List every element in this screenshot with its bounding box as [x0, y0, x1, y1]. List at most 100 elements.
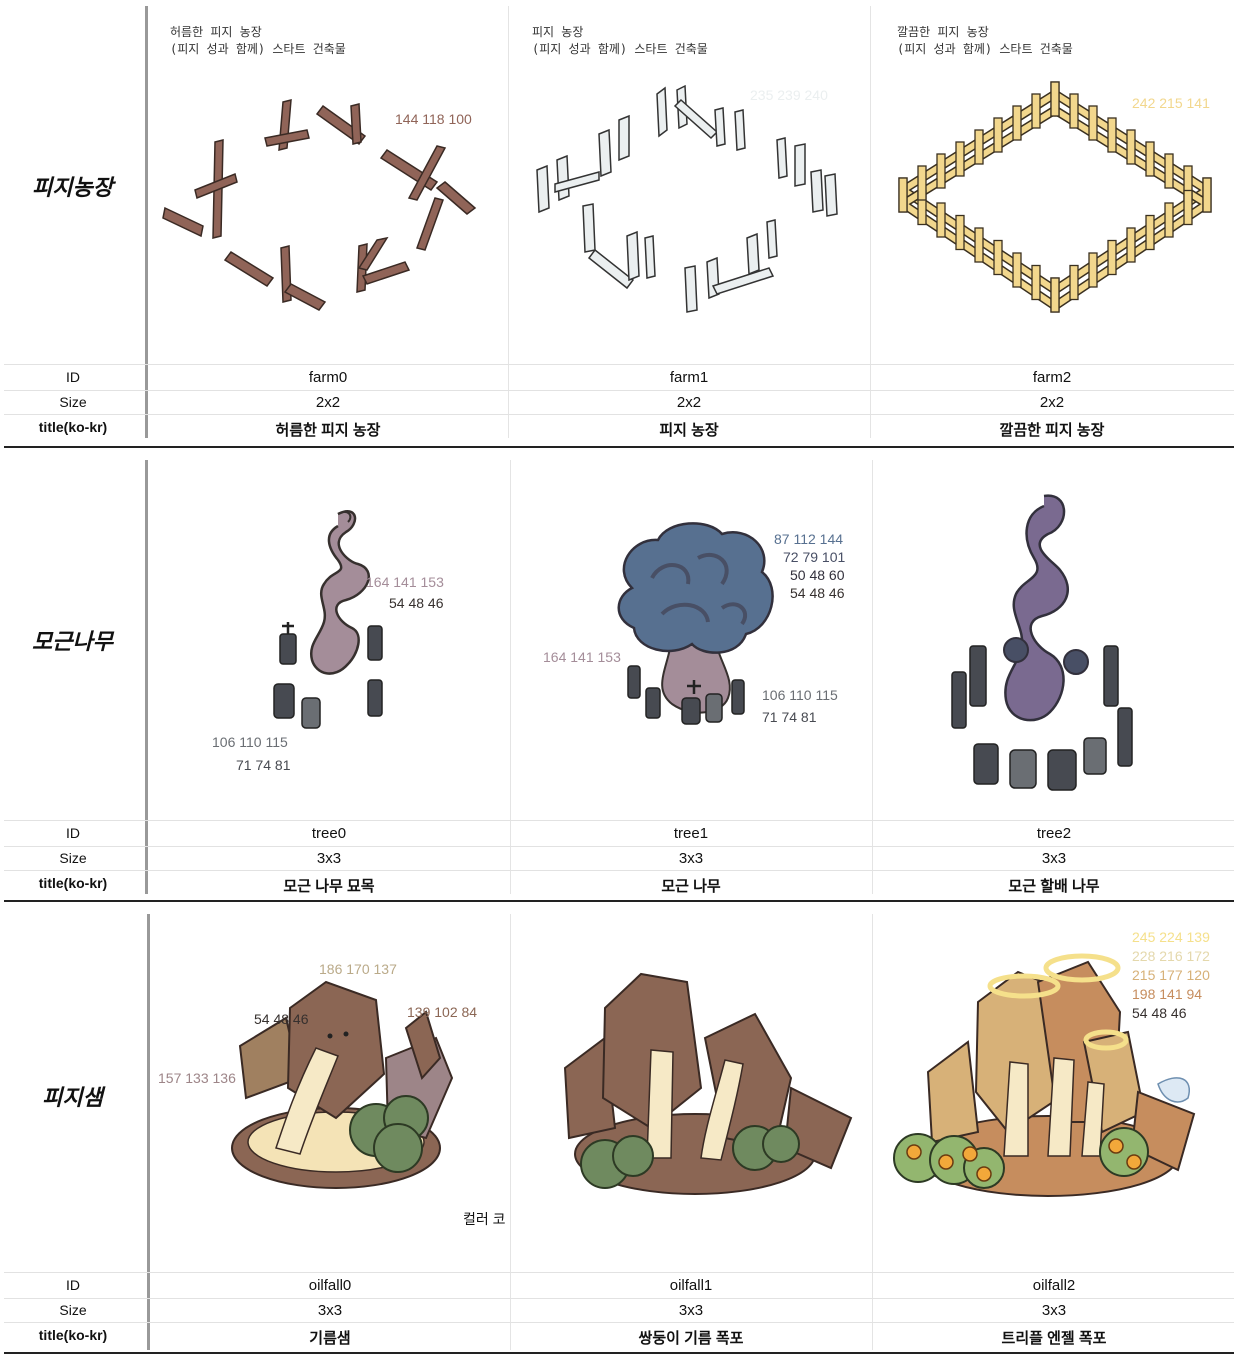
- fence-post: [1031, 93, 1041, 129]
- color-code: 106 110 115: [762, 687, 838, 703]
- fence-post: [1183, 189, 1193, 226]
- farm2-illustration: [898, 81, 1212, 313]
- fence-post: [1107, 117, 1117, 153]
- fence-post: [1145, 141, 1155, 177]
- tree0-illustration: [273, 510, 383, 729]
- column-divider: [870, 6, 871, 438]
- fence-post: [993, 117, 1003, 153]
- color-code: 215 177 120: [1132, 967, 1210, 983]
- cell-title: 모근 나무 묘목: [283, 878, 375, 895]
- category-divider: [145, 460, 148, 894]
- cell-title: 피지 농장: [659, 422, 719, 439]
- cell-title: 쌍둥이 기름 폭포: [638, 1330, 744, 1347]
- fence-post: [955, 141, 965, 177]
- color-code: 87 112 144: [774, 531, 844, 547]
- row-label-size: Size: [59, 394, 87, 410]
- fence-post: [1069, 264, 1079, 301]
- fence-post: [898, 177, 908, 213]
- color-code: 54 48 46: [790, 585, 845, 601]
- fence-post: [1012, 252, 1022, 288]
- color-code: 139 102 84: [407, 1004, 478, 1020]
- cell-id: tree1: [673, 825, 709, 842]
- cell-id: tree0: [311, 825, 347, 842]
- category-divider: [145, 6, 148, 438]
- color-code: 198 141 94: [1132, 986, 1203, 1002]
- color-code: 242 215 141: [1132, 95, 1210, 111]
- cell-title: 기름샘: [309, 1330, 351, 1347]
- cell-size: 2x2: [676, 394, 702, 411]
- cell-id: oilfall0: [308, 1277, 352, 1294]
- note-farm1: 피지 농장 (피지 성과 함께) 스타트 건축물: [532, 25, 708, 56]
- cell-id: farm2: [1032, 369, 1072, 386]
- cell-id: oilfall2: [1032, 1277, 1076, 1294]
- fence-post: [1126, 227, 1136, 263]
- oilfall2-illustration: [893, 953, 1196, 1197]
- cell-size: 3x3: [316, 850, 342, 867]
- section-farm: 피지농장 허름한 피지 농장 (피지 성과 함께) 스타트 건축물 피지 농장 (피…: [0, 0, 1246, 448]
- cell-id: oilfall1: [669, 1277, 713, 1294]
- fence-post: [1164, 153, 1174, 189]
- row-label-size: Size: [59, 850, 87, 866]
- fence-post: [955, 214, 965, 251]
- column-divider: [872, 914, 873, 1350]
- color-code: 164 141 153: [543, 649, 621, 665]
- row-label-id: ID: [66, 369, 80, 385]
- fence-post: [974, 227, 984, 263]
- category-label: 피지농장: [32, 175, 113, 200]
- fence-post: [1088, 105, 1098, 141]
- color-code: 157 133 136: [158, 1070, 236, 1086]
- color-code: 54 48 46: [1132, 1005, 1187, 1021]
- section-oilfall: 피지샘 186 170 137 54 48 46 139 102 84 157 …: [0, 902, 1246, 1362]
- cell-id: farm0: [308, 369, 348, 386]
- fence-post: [1031, 264, 1041, 301]
- fence-post: [1107, 239, 1117, 276]
- row-label-title: title(ko-kr): [38, 875, 108, 891]
- column-divider: [508, 6, 509, 438]
- category-label: 피지샘: [42, 1085, 103, 1110]
- fence-post: [1050, 81, 1060, 117]
- oilfall1-illustration: [563, 972, 853, 1195]
- color-code: 54 48 46: [389, 595, 444, 611]
- oilfall0-illustration: [231, 980, 454, 1189]
- column-divider: [510, 460, 511, 894]
- cell-id: tree2: [1036, 825, 1072, 842]
- column-divider: [510, 914, 511, 1350]
- color-code: 245 224 139: [1132, 929, 1210, 945]
- farm0-illustration: [162, 99, 477, 311]
- note-farm2: 깔끔한 피지 농장 (피지 성과 함께) 스타트 건축물: [897, 25, 1073, 56]
- tree1-illustration: [617, 522, 774, 725]
- fence-post: [1126, 129, 1136, 165]
- color-code: 71 74 81: [762, 709, 817, 725]
- color-code: 72 79 101: [783, 549, 846, 565]
- fence-post: [993, 239, 1003, 276]
- cell-size: 2x2: [1039, 394, 1065, 411]
- fence-post: [936, 153, 946, 189]
- cell-title: 트리플 엔젤 폭포: [1001, 1330, 1107, 1347]
- cell-title: 모근 나무: [661, 878, 721, 895]
- color-code: 54 48 46: [254, 1011, 309, 1027]
- color-code: 71 74 81: [236, 757, 291, 773]
- fence-post: [1088, 252, 1098, 288]
- cell-title: 허름한 피지 농장: [275, 422, 381, 439]
- color-code: 106 110 115: [212, 734, 288, 750]
- cell-size: 3x3: [678, 850, 704, 867]
- note-farm0: 허름한 피지 농장 (피지 성과 함께) 스타트 건축물: [170, 25, 346, 56]
- fence-post: [1145, 214, 1155, 251]
- fence-post: [1202, 177, 1212, 213]
- color-code: 144 118 100: [395, 111, 472, 127]
- color-code: 50 48 60: [790, 567, 845, 583]
- tree2-illustration: [951, 494, 1133, 791]
- color-code: 235 239 240: [750, 87, 828, 103]
- row-label-title: title(ko-kr): [38, 1327, 108, 1343]
- fence-post: [1050, 277, 1060, 313]
- row-label-title: title(ko-kr): [38, 419, 108, 435]
- row-label-id: ID: [66, 825, 80, 841]
- fence-post: [1164, 202, 1174, 238]
- section-tree: 모근나무 164 141 153 54 48 46 106 110 115 71…: [0, 448, 1246, 902]
- cropped-label: 컬러 코: [463, 1211, 506, 1227]
- color-code: 228 216 172: [1132, 948, 1210, 964]
- fence-post: [1012, 105, 1022, 141]
- category-divider: [147, 914, 150, 1350]
- cell-size: 3x3: [1041, 1302, 1067, 1319]
- color-code: 164 141 153: [366, 574, 444, 590]
